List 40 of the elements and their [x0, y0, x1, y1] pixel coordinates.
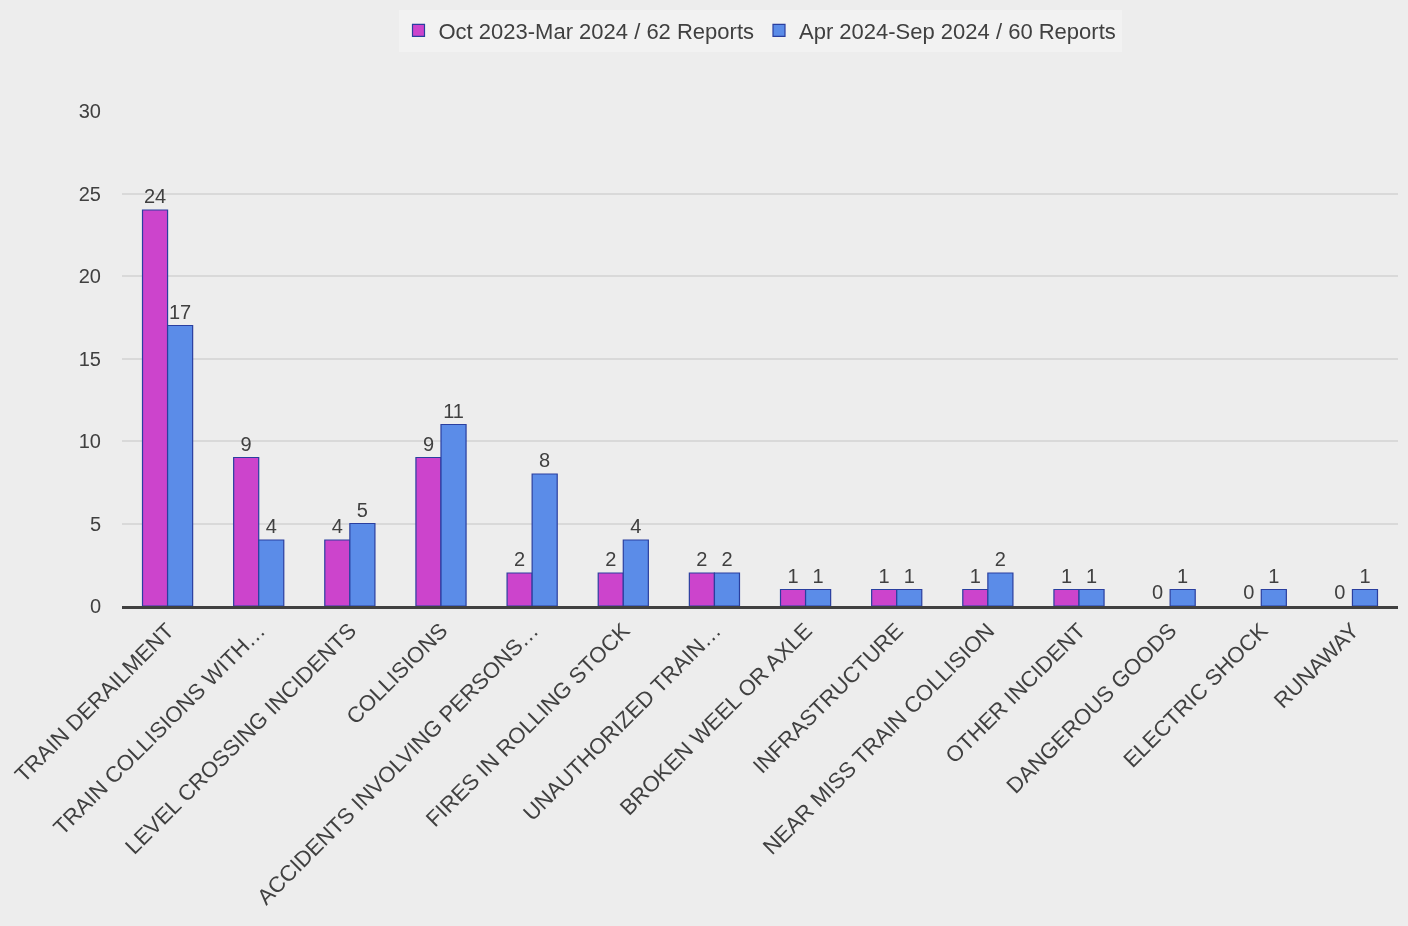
data-label: 1 — [787, 564, 799, 587]
data-label: 0 — [1334, 581, 1346, 603]
data-label: 1 — [812, 564, 824, 587]
y-tick-label: 5 — [89, 512, 101, 535]
data-label: 2 — [605, 548, 617, 570]
data-label: 9 — [422, 432, 435, 455]
legend-label: Apr 2024-Sep 2024 / 60 Reports — [799, 18, 1116, 44]
bar — [1260, 588, 1287, 606]
data-label: 2 — [994, 548, 1006, 570]
data-label: 0 — [1243, 581, 1255, 603]
data-label: 2 — [514, 548, 526, 570]
data-label: 4 — [331, 515, 343, 537]
legend-label: Oct 2023-Mar 2024 / 62 Reports — [438, 18, 754, 44]
data-label: 11 — [443, 399, 464, 422]
data-label: 1 — [1060, 564, 1073, 587]
data-label: 1 — [1177, 564, 1189, 587]
y-tick-label: 20 — [78, 265, 101, 287]
data-label: 1 — [1359, 564, 1371, 587]
data-label: 1 — [969, 564, 981, 587]
data-label: 1 — [903, 564, 915, 587]
data-label: 9 — [240, 432, 252, 455]
data-label: 1 — [1268, 564, 1280, 587]
y-tick-label: 25 — [78, 182, 101, 205]
data-label: 2 — [721, 548, 733, 570]
data-label: 0 — [1152, 581, 1164, 603]
bar — [1351, 588, 1379, 606]
data-label: 5 — [356, 498, 368, 521]
data-label: 17 — [168, 300, 192, 323]
data-label: 4 — [630, 515, 642, 537]
data-label: 2 — [696, 548, 708, 570]
data-label: 8 — [539, 449, 551, 471]
y-tick-label: 15 — [78, 347, 101, 370]
y-tick-label: 0 — [89, 595, 101, 617]
data-label: 24 — [143, 185, 167, 207]
y-tick-label: 10 — [78, 430, 101, 452]
data-label: 1 — [878, 564, 890, 587]
bar — [1169, 588, 1196, 606]
y-tick-label: 30 — [78, 100, 101, 122]
data-label: 1 — [1085, 564, 1098, 587]
data-label: 4 — [265, 515, 277, 537]
